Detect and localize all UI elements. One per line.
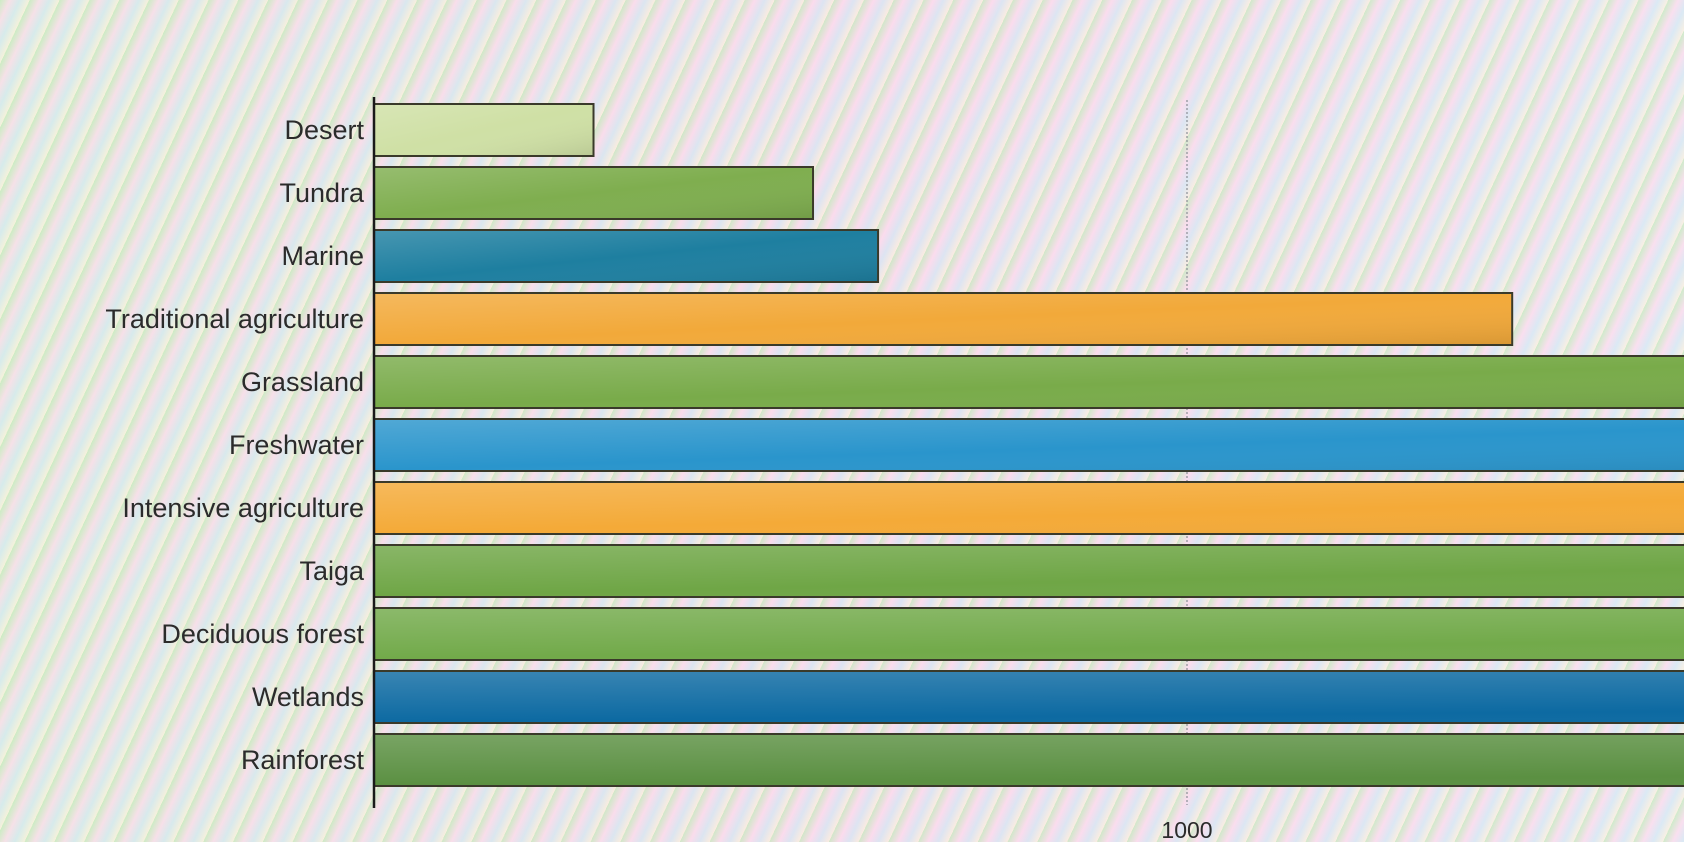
bar-sheen [375,105,593,155]
category-label: Tundra [279,178,365,208]
category-label: Marine [281,241,364,271]
bar-sheen [375,168,813,218]
bar-sheen [375,735,1684,785]
category-label: Taiga [299,556,365,586]
bar-sheen [375,483,1684,533]
bar-sheen [375,609,1684,659]
bar-sheen [375,294,1512,344]
x-tick-label: 1000 [1161,817,1212,842]
category-label: Desert [284,115,364,145]
category-label: Wetlands [252,682,364,712]
bar-sheen [375,231,878,281]
x-axis-ticks: 100020003000400050006000700080009000 [1161,817,1212,842]
bar-sheen [375,546,1684,596]
bars [373,103,1684,787]
bar-sheen [375,357,1684,407]
category-label: Deciduous forest [161,619,364,649]
category-label: Intensive agriculture [122,493,364,523]
bar-sheen [375,672,1684,722]
category-label: Grassland [241,367,364,397]
category-label: Traditional agriculture [105,304,364,334]
bar-sheen [375,420,1684,470]
category-labels: Desert Tundra Marine Traditional agricultur… [105,115,365,775]
category-label: Freshwater [229,430,364,460]
category-label: Rainforest [241,745,365,775]
